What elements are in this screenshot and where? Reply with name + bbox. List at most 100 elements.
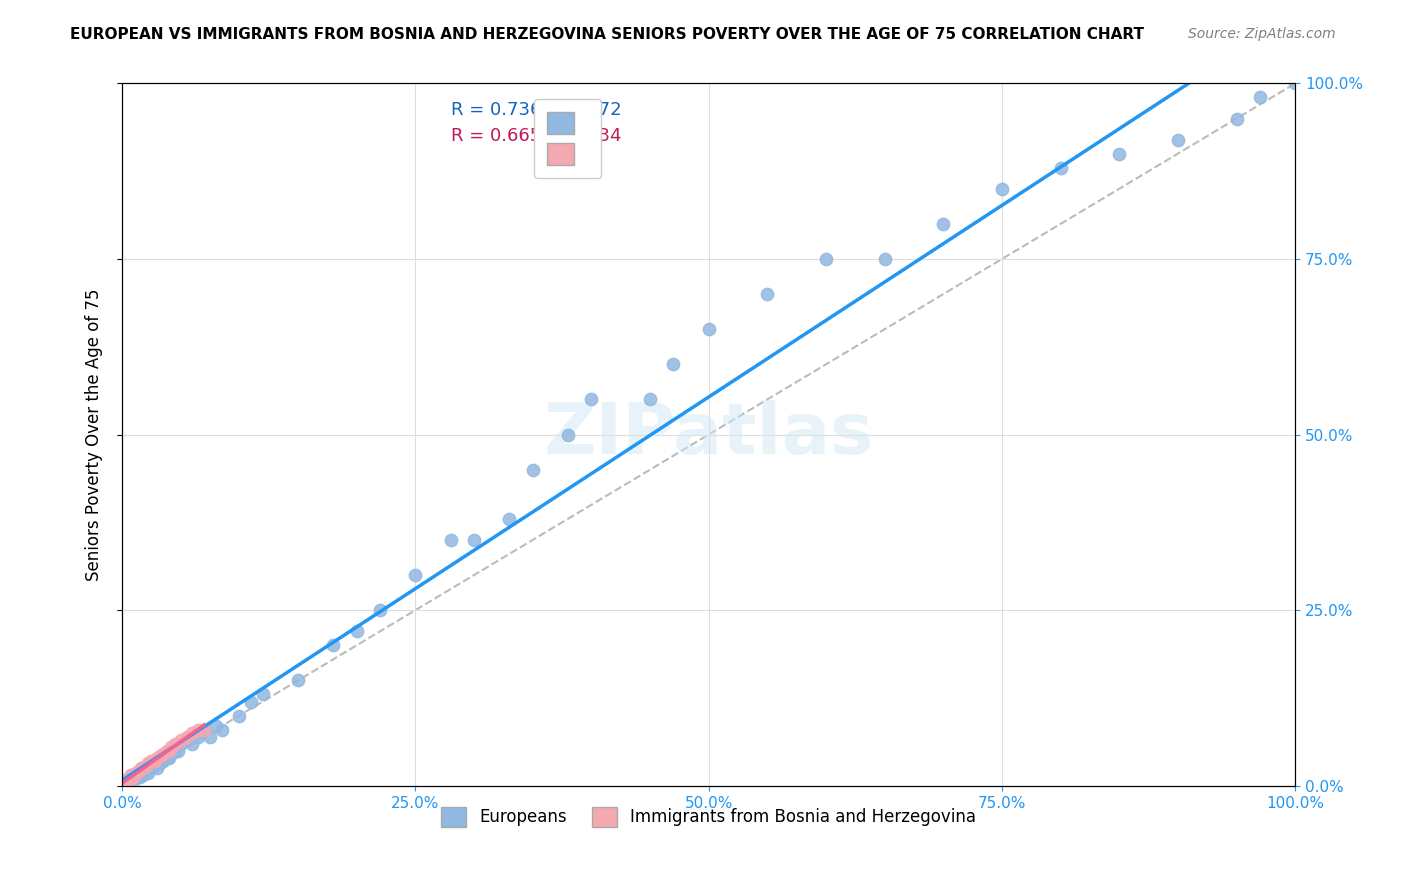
Point: [120, 775, 142, 789]
Point: [181, 726, 204, 740]
Point: [122, 768, 145, 782]
Point: [1167, 133, 1189, 147]
Point: [176, 730, 198, 744]
Point: [111, 777, 134, 791]
Point: [111, 775, 134, 789]
Point: [498, 512, 520, 526]
Point: [117, 776, 139, 790]
Point: [1049, 161, 1071, 175]
Point: [118, 773, 141, 788]
Point: [143, 757, 166, 772]
Point: [132, 761, 155, 775]
Point: [228, 708, 250, 723]
Point: [141, 757, 163, 772]
Point: [120, 768, 142, 782]
Point: [163, 744, 186, 758]
Point: [121, 770, 143, 784]
Point: [120, 773, 142, 788]
Point: [136, 756, 159, 771]
Point: [404, 568, 426, 582]
Point: [134, 764, 156, 779]
Point: [152, 754, 174, 768]
Point: [170, 737, 193, 751]
Point: [662, 357, 685, 371]
Point: [120, 770, 142, 784]
Point: [122, 768, 145, 782]
Point: [240, 694, 263, 708]
Point: [697, 322, 720, 336]
Point: [136, 766, 159, 780]
Point: [111, 779, 134, 793]
Text: ZIPatlas: ZIPatlas: [544, 401, 873, 469]
Point: [1108, 146, 1130, 161]
Point: [117, 772, 139, 786]
Point: [187, 723, 209, 737]
Point: [557, 427, 579, 442]
Point: [439, 533, 461, 547]
Text: EUROPEAN VS IMMIGRANTS FROM BOSNIA AND HERZEGOVINA SENIORS POVERTY OVER THE AGE : EUROPEAN VS IMMIGRANTS FROM BOSNIA AND H…: [70, 27, 1144, 42]
Point: [211, 723, 233, 737]
Point: [991, 182, 1014, 196]
Point: [120, 770, 142, 784]
Point: [522, 463, 544, 477]
Point: [111, 777, 134, 791]
Point: [125, 770, 148, 784]
Text: R = 0.736   N = 72: R = 0.736 N = 72: [450, 101, 621, 119]
Point: [1249, 90, 1271, 104]
Point: [146, 750, 169, 764]
Point: [322, 638, 344, 652]
Point: [149, 749, 172, 764]
Point: [287, 673, 309, 688]
Point: [121, 772, 143, 787]
Point: [134, 759, 156, 773]
Point: [125, 766, 148, 780]
Point: [638, 392, 661, 407]
Text: R = 0.665   N = 34: R = 0.665 N = 34: [450, 127, 621, 145]
Point: [111, 773, 134, 788]
Point: [112, 777, 135, 791]
Point: [129, 761, 152, 775]
Point: [146, 761, 169, 775]
Point: [1225, 112, 1247, 126]
Point: [156, 744, 179, 758]
Point: [122, 773, 145, 788]
Y-axis label: Seniors Poverty Over the Age of 75: Seniors Poverty Over the Age of 75: [86, 288, 103, 581]
Point: [128, 770, 150, 784]
Point: [149, 756, 172, 771]
Point: [128, 764, 150, 778]
Point: [127, 766, 149, 780]
Point: [114, 775, 136, 789]
Point: [193, 723, 215, 737]
Point: [205, 719, 228, 733]
Point: [157, 750, 180, 764]
Point: [117, 773, 139, 788]
Point: [112, 775, 135, 789]
Point: [756, 287, 779, 301]
Point: [170, 733, 193, 747]
Point: [187, 730, 209, 744]
Point: [114, 773, 136, 788]
Point: [143, 754, 166, 768]
Text: Source: ZipAtlas.com: Source: ZipAtlas.com: [1188, 27, 1336, 41]
Point: [118, 772, 141, 786]
Point: [176, 733, 198, 747]
Point: [346, 624, 368, 639]
Point: [581, 392, 603, 407]
Point: [198, 730, 221, 744]
Point: [132, 768, 155, 782]
Point: [167, 744, 190, 758]
Point: [932, 217, 955, 231]
Point: [111, 775, 134, 789]
Point: [1284, 77, 1306, 91]
Point: [115, 773, 138, 788]
Point: [163, 737, 186, 751]
Point: [129, 768, 152, 782]
Point: [368, 603, 391, 617]
Point: [115, 773, 138, 788]
Point: [193, 723, 215, 737]
Point: [141, 761, 163, 775]
Point: [156, 750, 179, 764]
Point: [252, 688, 274, 702]
Point: [814, 252, 837, 266]
Point: [120, 772, 142, 786]
